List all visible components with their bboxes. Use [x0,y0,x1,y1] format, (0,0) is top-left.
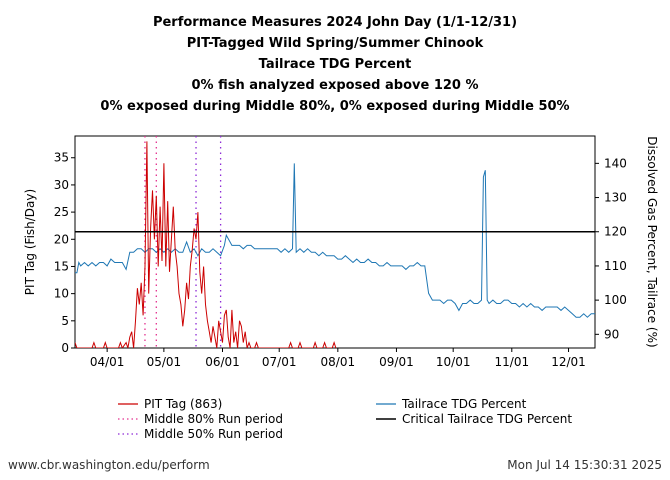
chart-title: Performance Measures 2024 John Day (1/1-… [0,12,670,117]
series-group [75,141,595,348]
x-tick-label-6: 10/01 [436,355,471,369]
y-left-tick-label-6: 30 [54,178,69,192]
title-line-4: 0% fish analyzed exposed above 120 % [191,78,479,93]
x-tick-label-3: 07/01 [262,355,297,369]
y-right-tick-label-3: 120 [604,225,627,239]
y-left-tick-label-0: 0 [61,341,69,355]
y-right-tick-label-1: 100 [604,293,627,307]
x-tick-label-4: 08/01 [321,355,356,369]
tdg-series-line [75,163,595,318]
y-left-tick-label-2: 10 [54,287,69,301]
x-tick-label-1: 05/01 [147,355,182,369]
y-right-label: Dissolved Gas Percent, Tailrace (%) [645,136,659,347]
footer-timestamp: Mon Jul 14 15:30:31 2025 [507,458,662,472]
pit-series-line [75,141,337,348]
legend-label-pit: PIT Tag (863) [144,397,222,411]
y-left-tick-label-4: 20 [54,232,69,246]
y-left-label: PIT Tag (Fish/Day) [23,189,37,295]
legend-label-mid50: Middle 50% Run period [144,427,283,441]
y-right-tick-label-4: 130 [604,191,627,205]
legend-label-tdg: Tailrace TDG Percent [401,397,527,411]
x-tick-label-7: 11/01 [495,355,530,369]
x-tick-label-2: 06/01 [205,355,240,369]
footer-url: www.cbr.washington.edu/perform [8,458,210,472]
legend-label-critical: Critical Tailrace TDG Percent [402,412,572,426]
title-line-2: PIT-Tagged Wild Spring/Summer Chinook [186,36,484,51]
y-right-tick-label-0: 90 [604,327,619,341]
y-right-tick-label-2: 110 [604,259,627,273]
x-tick-label-5: 09/01 [379,355,414,369]
y-left-tick-label-7: 35 [54,151,69,165]
title-line-1: Performance Measures 2024 John Day (1/1-… [152,15,518,30]
x-tick-label-8: 12/01 [551,355,586,369]
title-line-5: 0% exposed during Middle 80%, 0% exposed… [100,99,570,114]
y-left-tick-label-5: 25 [54,205,69,219]
x-tick-label-0: 04/01 [90,355,125,369]
y-left-tick-label-1: 5 [61,314,69,328]
title-line-3: Tailrace TDG Percent [258,57,412,72]
y-right-tick-label-5: 140 [604,156,627,170]
plot-frame [74,135,596,349]
legend-label-mid80: Middle 80% Run period [144,412,283,426]
y-left-tick-label-3: 15 [54,259,69,273]
